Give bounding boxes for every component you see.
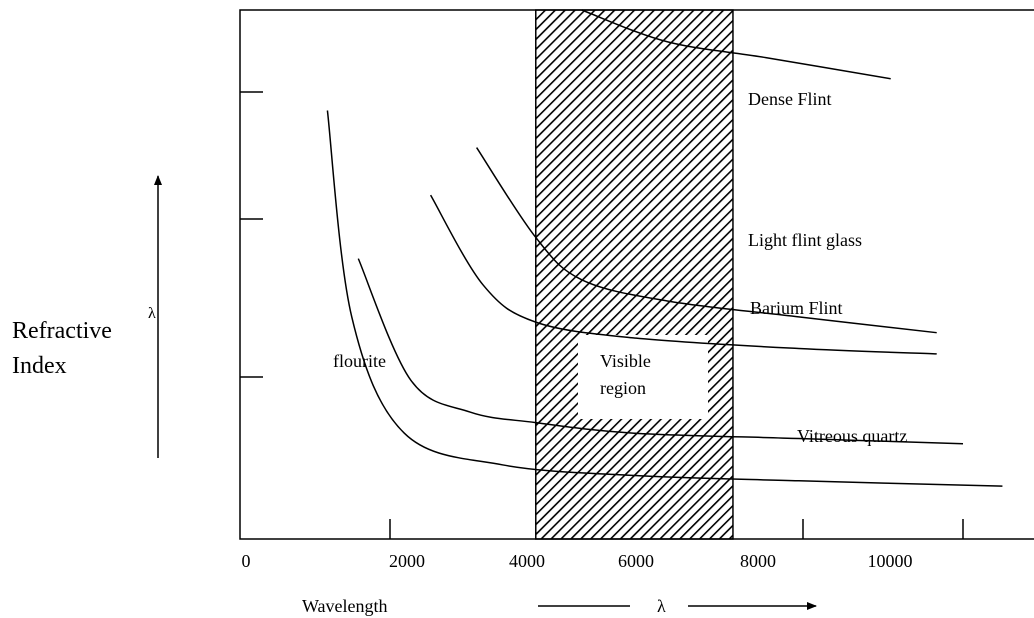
y-axis-label-line-1: Refractive xyxy=(12,318,112,344)
x-tick-label-8000: 8000 xyxy=(740,551,776,571)
curve-flourite xyxy=(326,110,1003,487)
visible-region-band xyxy=(535,9,734,540)
x-tick-label-4000: 4000 xyxy=(509,551,545,571)
plot-frame xyxy=(239,9,1034,540)
curve-vitreous-quartz xyxy=(357,258,964,445)
curve-barium-flint xyxy=(429,194,937,355)
x-tick-label-0: 0 xyxy=(242,551,251,571)
visible-region-label-line-1: Visible xyxy=(600,351,651,371)
x-axis-ticks: 0 2000 4000 6000 8000 10000 xyxy=(242,519,964,571)
y-axis-label-line-2: Index xyxy=(12,353,67,379)
dispersion-curves xyxy=(326,9,1003,487)
y-axis-ticks xyxy=(240,91,263,378)
x-tick-label-6000: 6000 xyxy=(618,551,654,571)
curve-dense-flint xyxy=(581,9,891,80)
visible-region-label-box xyxy=(578,335,708,419)
series-label-light-flint-glass: Light flint glass xyxy=(748,230,862,250)
series-label-flourite: flourite xyxy=(333,351,386,371)
y-axis-lambda-symbol: λ xyxy=(148,305,156,322)
x-axis-label: Wavelength xyxy=(302,596,388,616)
x-axis-lambda-symbol: λ xyxy=(657,596,666,616)
curve-light-flint-glass xyxy=(475,147,937,334)
series-label-vitreous-quartz: Vitreous quartz xyxy=(797,426,907,446)
series-label-barium-flint: Barium Flint xyxy=(750,298,843,318)
x-tick-label-10000: 10000 xyxy=(868,551,913,571)
x-tick-label-2000: 2000 xyxy=(389,551,425,571)
series-label-dense-flint: Dense Flint xyxy=(748,89,832,109)
visible-region-label-line-2: region xyxy=(600,378,646,398)
